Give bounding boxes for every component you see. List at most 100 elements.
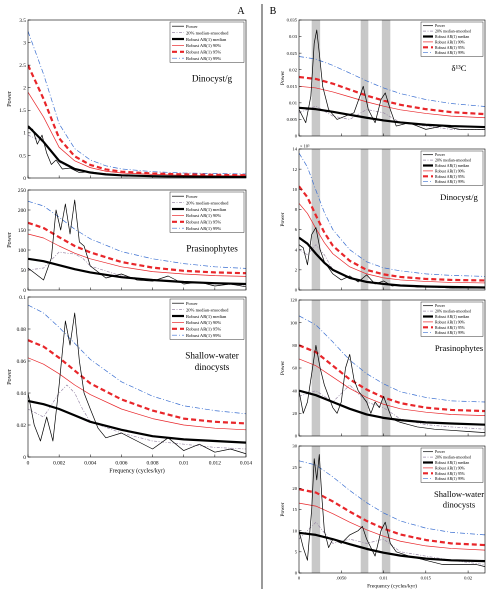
legend-entry: Robust AR(1) median (435, 461, 469, 465)
series-line-ar95 (299, 488, 485, 547)
y-tick-label: 0.02 (289, 67, 298, 72)
series-line-power (299, 454, 485, 567)
x-tick-label: 0.014 (240, 460, 252, 466)
legend-entry: Robust AR(1) 95% (435, 175, 466, 179)
series-group-label: δ¹³C (452, 63, 467, 73)
series-line-ar90 (299, 358, 485, 416)
legend-entry: Robust AR(1) 99% (186, 333, 221, 338)
x-tick-label: 0.01 (179, 460, 189, 466)
axes-frame (298, 19, 486, 137)
legend-entry: Power (435, 304, 446, 308)
legend-entry: Robust AR(1) 95% (435, 326, 466, 330)
legend-entry: 20% median-smoothed (186, 307, 229, 312)
series-line-smooth (299, 521, 485, 565)
legend-entry: Robust AR(1) median (186, 207, 227, 212)
x-tick-label: 0.01 (380, 576, 389, 581)
y-tick-label: 0.1 (19, 295, 26, 301)
legend-entry: 20% median-smoothed (435, 456, 471, 460)
shaded-band (381, 446, 391, 573)
y-tick-label: 0.035 (287, 18, 298, 23)
series-group-label: Shallow-water (185, 351, 239, 361)
legend-entry: Power (186, 301, 198, 306)
series-line-power (28, 127, 246, 177)
legend-entry: Robust AR(1) 99% (435, 477, 466, 481)
legend-entry: 20% median-smoothed (186, 200, 229, 205)
y-tick-label: 250 (18, 188, 26, 194)
legend-entry: Robust AR(1) 90% (435, 466, 466, 470)
series-line-ar99 (299, 56, 485, 107)
y-tick-label: 50 (21, 268, 27, 274)
y-tick-label: 14 (292, 147, 297, 152)
series-line-ar99 (28, 31, 246, 175)
legend-box (169, 21, 245, 63)
series-line-ar95 (28, 64, 246, 177)
y-axis-label: Power (6, 369, 13, 385)
y-tick-label: 2.5 (19, 63, 26, 69)
series-group-label: Dinocyst/g (440, 192, 478, 202)
shaded-band (311, 300, 321, 436)
legend-entry: Robust AR(1) median (435, 315, 469, 319)
series-group-label: Shallow-water (434, 489, 484, 499)
series-line-median (299, 106, 485, 129)
legend-entry: Robust AR(1) 99% (435, 331, 466, 335)
x-tick-label: 0.004 (84, 460, 96, 466)
shaded-band (360, 149, 369, 290)
y-axis-label: Power (6, 91, 13, 107)
shaded-band (311, 446, 321, 573)
y-tick-label: 2 (23, 86, 26, 92)
legend-entry: Robust AR(1) 90% (186, 320, 221, 325)
legend-entry: Robust AR(1) 99% (186, 226, 221, 231)
legend-entry: Power (435, 450, 446, 454)
x-tick-label: 0.006 (115, 460, 127, 466)
series-line-power (299, 344, 485, 433)
series-line-ar99 (299, 315, 485, 403)
legend-box (420, 301, 484, 337)
y-tick-label: 150 (18, 228, 26, 234)
y-tick-label: 0 (295, 134, 298, 139)
legend-entry: Robust AR(1) 90% (435, 40, 466, 44)
x-tick-label: 0.008 (147, 460, 159, 466)
shaded-band (381, 300, 391, 436)
legend-box (420, 447, 484, 483)
y-tick-label: 0.025 (287, 51, 298, 56)
shaded-band (381, 149, 391, 290)
series-line-median (299, 389, 485, 426)
legend-entry: Robust AR(1) 90% (186, 43, 221, 48)
legend-entry: Robust AR(1) median (435, 35, 469, 39)
series-line-smooth (299, 105, 485, 130)
series-line-ar95 (299, 75, 485, 116)
y-tick-label: 5 (295, 549, 298, 554)
x-tick-label: 0.015 (421, 576, 432, 581)
series-line-median (299, 236, 485, 289)
series-line-ar99 (28, 304, 246, 415)
y-tick-label: 1.5 (19, 108, 26, 114)
x-tick-label: 0 (298, 576, 301, 581)
y-tick-label: 10 (292, 528, 297, 533)
legend-entry: Robust AR(1) 90% (435, 169, 466, 173)
y-tick-label: 8 (295, 207, 298, 212)
x-tick-label: 0.02 (464, 576, 473, 581)
y-tick-label: 80 (292, 343, 297, 348)
y-tick-label: 0 (23, 288, 26, 294)
y-tick-label: 0 (23, 176, 26, 182)
legend-box (420, 21, 484, 57)
y-tick-label: 0.08 (17, 327, 27, 333)
shaded-band (311, 149, 321, 290)
x-axis-label: Frequency (cycles/kyr) (367, 583, 417, 590)
axes-frame (27, 189, 247, 291)
y-tick-label: 20 (292, 486, 297, 491)
y-tick-label: 4 (295, 247, 298, 252)
y-exponent: × 10⁵ (300, 144, 310, 149)
x-tick-label: 0.012 (209, 460, 221, 466)
y-axis-label: Power (6, 232, 13, 248)
y-tick-label: 6 (295, 227, 298, 232)
y-tick-label: 40 (292, 388, 297, 393)
legend-entry: Robust AR(1) 95% (435, 472, 466, 476)
series-line-ar90 (28, 233, 246, 277)
series-line-ar90 (299, 85, 485, 119)
x-tick-label: 0.002 (53, 460, 65, 466)
series-line-ar90 (28, 357, 246, 431)
